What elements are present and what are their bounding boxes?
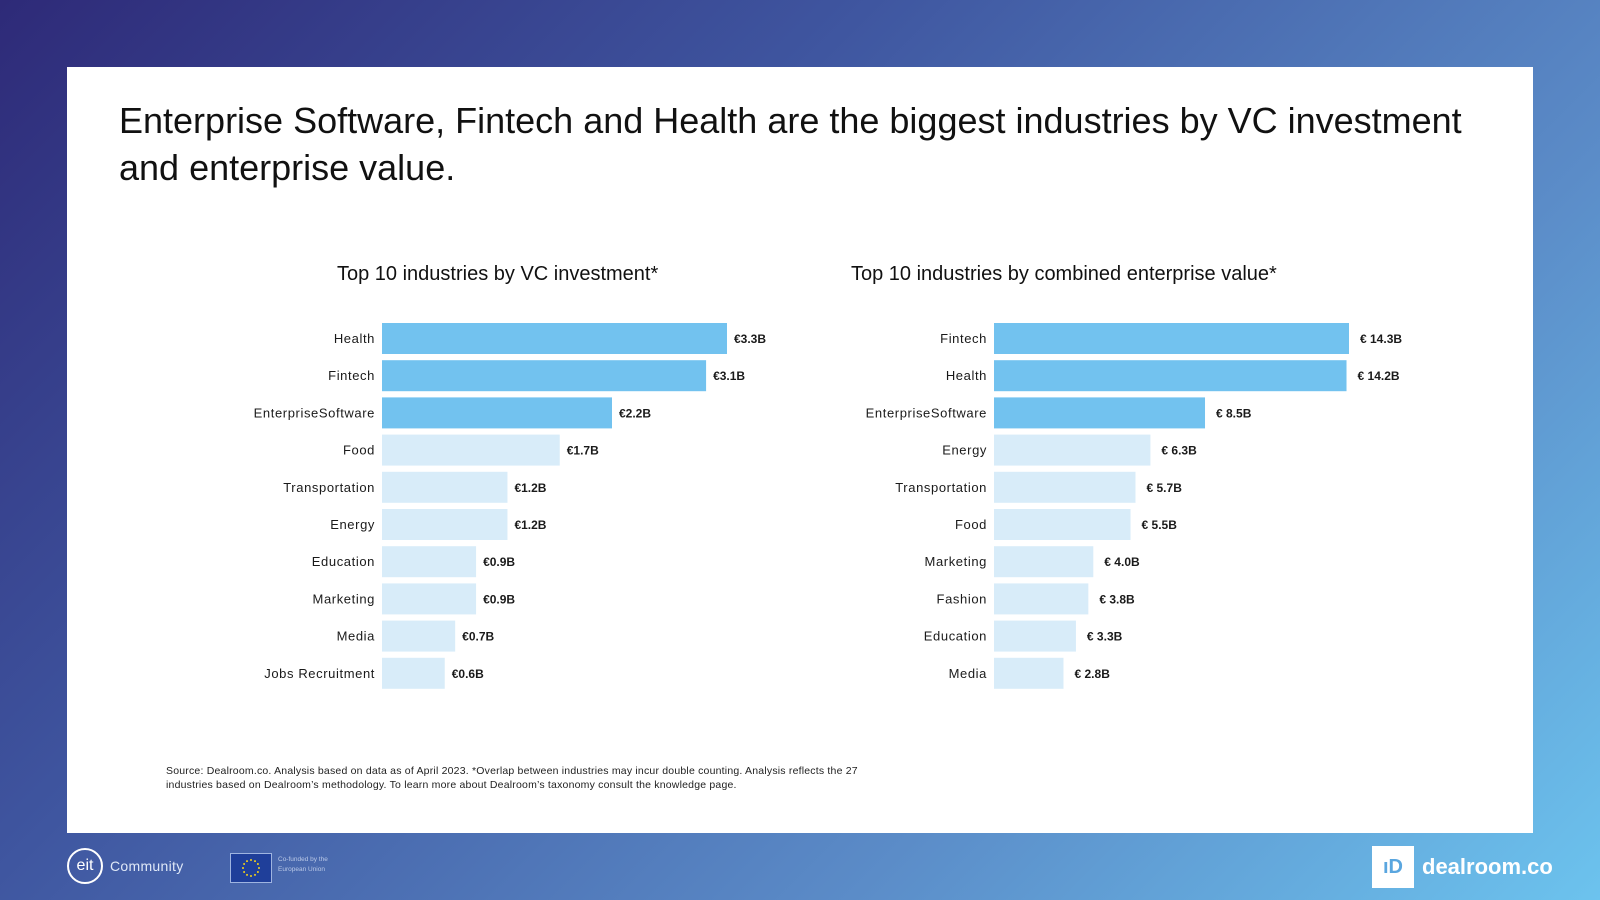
eit-logo-mark: eit: [67, 848, 103, 884]
vc-investment-chart-title: Top 10 industries by VC investment*: [337, 263, 659, 285]
bar-transportation: [382, 471, 508, 503]
bar-media: [994, 657, 1064, 689]
source-note: Source: Dealroom.co. Analysis based on d…: [166, 765, 858, 791]
value-label: € 2.8B: [1075, 667, 1111, 681]
value-label: €0.7B: [462, 630, 494, 644]
category-label: Food: [955, 517, 987, 532]
eu-flag-icon: [230, 853, 272, 883]
value-label: € 3.3B: [1087, 630, 1123, 644]
value-label: € 6.3B: [1161, 444, 1197, 458]
bar-food: [994, 509, 1131, 540]
bar-education: [994, 620, 1076, 652]
category-label: Energy: [942, 443, 987, 458]
category-label: Fintech: [940, 331, 987, 346]
bar-food: [382, 434, 560, 466]
bar-energy: [382, 509, 508, 540]
dealroom-label: dealroom.co: [1422, 854, 1553, 879]
vc-investment-chart: Health €3.3B Fintech €3.1B EnterpriseSoftwar…: [254, 323, 766, 689]
eit-community-label: Community: [110, 858, 184, 874]
category-label: Health: [946, 368, 987, 383]
value-label: € 4.0B: [1104, 555, 1140, 569]
value-label: € 8.5B: [1216, 406, 1252, 420]
value-label: € 5.7B: [1147, 481, 1183, 495]
slide-card: Enterprise Software, Fintech and Health …: [67, 67, 1533, 833]
eit-community-logo: eit Community: [67, 848, 184, 884]
bar-jobs-recruitment: [382, 657, 445, 689]
category-label: Transportation: [895, 480, 987, 495]
bar-enterprisesoftware: [994, 397, 1206, 429]
value-label: €0.9B: [483, 592, 515, 606]
bar-education: [382, 546, 477, 578]
value-label: € 14.2B: [1358, 369, 1400, 383]
value-label: €2.2B: [619, 406, 651, 420]
value-label: €3.3B: [734, 332, 766, 346]
slide-headline: Enterprise Software, Fintech and Health …: [119, 100, 1462, 188]
value-label: € 14.3B: [1360, 332, 1402, 346]
value-label: €1.2B: [514, 481, 546, 495]
category-label: EnterpriseSoftware: [866, 405, 987, 420]
category-label: Education: [312, 554, 375, 569]
bar-media: [382, 620, 456, 652]
value-label: € 3.8B: [1099, 592, 1135, 606]
category-label: Marketing: [313, 591, 375, 606]
bar-enterprisesoftware: [382, 397, 612, 429]
bar-fashion: [994, 583, 1089, 615]
value-label: € 5.5B: [1142, 518, 1178, 532]
category-label: Food: [343, 443, 375, 458]
value-label: €0.9B: [483, 555, 515, 569]
enterprise-value-chart: Fintech € 14.3B Health € 14.2B EnterpriseSof…: [866, 323, 1402, 689]
bar-transportation: [994, 471, 1136, 503]
dealroom-logo-icon: ıD: [1372, 846, 1414, 888]
category-label: Health: [334, 331, 375, 346]
category-label: EnterpriseSoftware: [254, 405, 375, 420]
category-label: Energy: [330, 517, 375, 532]
dealroom-logo: ıD dealroom.co: [1372, 846, 1553, 888]
bar-marketing: [382, 583, 477, 615]
bar-fintech: [382, 360, 707, 392]
bar-fintech: [994, 323, 1349, 354]
bar-marketing: [994, 546, 1094, 578]
category-label: Education: [924, 629, 987, 644]
bar-energy: [994, 434, 1151, 466]
category-label: Media: [337, 629, 376, 644]
value-label: €1.7B: [567, 444, 599, 458]
category-label: Media: [949, 666, 988, 681]
value-label: €3.1B: [713, 369, 745, 383]
category-label: Marketing: [925, 554, 987, 569]
enterprise-value-chart-title: Top 10 industries by combined enterprise…: [851, 263, 1277, 285]
eu-cofunded-text: Co-funded by the European Union: [278, 856, 328, 873]
category-label: Transportation: [283, 480, 375, 495]
value-label: €1.2B: [514, 518, 546, 532]
bar-health: [382, 323, 727, 354]
bar-health: [994, 360, 1347, 392]
value-label: €0.6B: [452, 667, 484, 681]
category-label: Fintech: [328, 368, 375, 383]
category-label: Fashion: [937, 591, 987, 606]
category-label: Jobs Recruitment: [264, 666, 375, 681]
